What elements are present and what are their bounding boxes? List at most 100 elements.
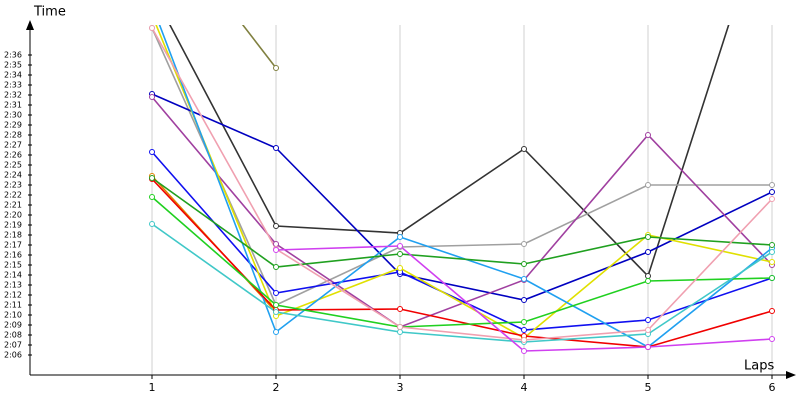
- y-tick-label: 2:12: [4, 291, 22, 300]
- data-point: [645, 344, 652, 350]
- data-point: [521, 261, 528, 267]
- data-point: [149, 25, 156, 31]
- data-point: [273, 290, 280, 296]
- data-point: [149, 221, 156, 227]
- series-line: [151, 151, 773, 331]
- data-point: [149, 194, 156, 200]
- data-point: [273, 65, 280, 71]
- data-point: [645, 132, 652, 138]
- y-tick-label: 2:08: [4, 331, 22, 340]
- y-tick-label: 2:19: [4, 221, 22, 230]
- data-point: [645, 327, 652, 333]
- series-line: [241, 25, 277, 69]
- data-point: [149, 175, 156, 181]
- series-line: [169, 25, 730, 278]
- data-point: [769, 242, 776, 248]
- y-tick-label: 2:26: [4, 151, 22, 160]
- data-point: [645, 249, 652, 255]
- y-tick-label: 2:30: [4, 111, 22, 120]
- data-point: [273, 247, 280, 253]
- y-tick-label: 2:35: [4, 61, 22, 70]
- data-point: [273, 223, 280, 229]
- series-line: [151, 27, 772, 307]
- series-line: [151, 178, 773, 348]
- y-tick-label: 2:34: [4, 71, 22, 80]
- data-point: [273, 264, 280, 270]
- y-tick-label: 2:24: [4, 171, 22, 180]
- y-tick-label: 2:20: [4, 211, 22, 220]
- y-tick-label: 2:21: [4, 201, 22, 210]
- y-axis-arrow: [26, 20, 34, 30]
- y-axis-label: Time: [33, 5, 66, 20]
- data-point: [397, 306, 404, 312]
- data-point: [397, 243, 404, 249]
- data-point: [521, 241, 528, 247]
- data-point: [273, 241, 280, 247]
- plot-area: [149, 25, 776, 354]
- data-point: [397, 329, 404, 335]
- x-tick-label: 6: [769, 381, 776, 394]
- y-tick-label: 2:17: [4, 241, 22, 250]
- data-point: [645, 317, 652, 323]
- y-tick-label: 2:11: [4, 301, 22, 310]
- x-tick-label: 1: [149, 381, 156, 394]
- x-tick-label: 4: [521, 381, 528, 394]
- y-tick-label: 2:13: [4, 281, 22, 290]
- y-tick-label: 2:07: [4, 341, 22, 350]
- x-axis-label: Laps: [744, 359, 774, 374]
- data-point: [769, 189, 776, 195]
- y-tick-label: 2:10: [4, 311, 22, 320]
- y-tick-label: 2:27: [4, 141, 22, 150]
- data-point: [769, 275, 776, 281]
- data-point: [645, 234, 652, 240]
- y-tick-label: 2:18: [4, 231, 22, 240]
- data-point: [645, 278, 652, 284]
- data-point: [645, 182, 652, 188]
- data-point: [521, 337, 528, 343]
- data-point: [397, 234, 404, 240]
- x-tick-label: 2: [273, 381, 280, 394]
- y-tick-label: 2:06: [4, 351, 22, 360]
- y-tick-label: 2:32: [4, 91, 22, 100]
- data-point: [397, 251, 404, 257]
- data-point: [397, 324, 404, 330]
- data-point: [769, 196, 776, 202]
- series-line: [158, 25, 773, 348]
- y-tick-label: 2:14: [4, 271, 22, 280]
- series-line: [155, 25, 773, 339]
- y-tick-label: 2:09: [4, 321, 22, 330]
- data-point: [769, 182, 776, 188]
- x-axis-arrow: [786, 371, 796, 379]
- data-point: [645, 273, 652, 279]
- x-tick-label: 3: [397, 381, 404, 394]
- data-point: [521, 348, 528, 354]
- series-line: [151, 223, 773, 343]
- data-point: [521, 297, 528, 303]
- data-point: [149, 94, 156, 100]
- series-line: [151, 177, 773, 268]
- data-point: [149, 149, 156, 155]
- y-tick-label: 2:22: [4, 191, 22, 200]
- data-point: [273, 329, 280, 335]
- series-line: [151, 27, 773, 341]
- y-tick-label: 2:25: [4, 161, 22, 170]
- data-point: [273, 302, 280, 308]
- data-point: [397, 265, 404, 271]
- data-point: [769, 308, 776, 314]
- data-point: [769, 249, 776, 255]
- data-point: [273, 145, 280, 151]
- y-tick-label: 2:23: [4, 181, 22, 190]
- y-tick-label: 2:31: [4, 101, 22, 110]
- x-tick-label: 5: [645, 381, 652, 394]
- y-tick-label: 2:28: [4, 131, 22, 140]
- data-point: [769, 336, 776, 342]
- y-tick-label: 2:16: [4, 251, 22, 260]
- y-tick-label: 2:29: [4, 121, 22, 130]
- series-line: [151, 196, 773, 328]
- data-point: [769, 259, 776, 265]
- series-line: [151, 93, 773, 301]
- data-point: [521, 319, 528, 325]
- y-tick-label: 2:36: [4, 51, 22, 60]
- data-point: [521, 146, 528, 152]
